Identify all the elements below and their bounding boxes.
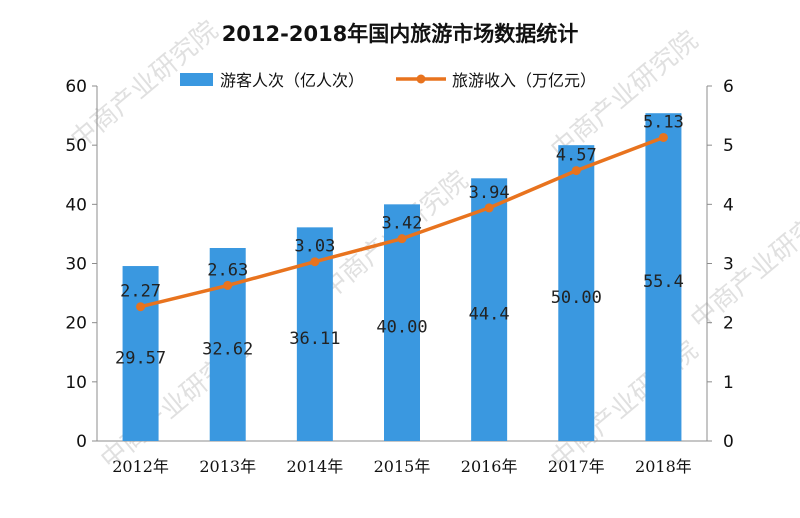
legend-bar-swatch	[180, 73, 213, 86]
right-axis-tick-label: 4	[723, 195, 734, 215]
right-axis-tick-label: 1	[723, 373, 734, 393]
left-axis-tick-label: 10	[65, 373, 87, 393]
x-axis-tick-label: 2013年	[199, 457, 256, 476]
line-series	[136, 132, 668, 312]
left-axis-tick-label: 40	[65, 195, 87, 215]
left-axis-tick-label: 50	[65, 136, 87, 156]
line-point	[397, 234, 407, 244]
bar-data-label: 29.57	[115, 349, 166, 369]
right-axis-tick-label: 5	[723, 136, 734, 156]
bar	[558, 145, 595, 441]
line-point	[571, 166, 581, 176]
line-data-label: 3.42	[382, 214, 423, 234]
left-axis-tick-label: 0	[76, 432, 87, 452]
bar	[122, 266, 159, 441]
right-axis-tick-label: 2	[723, 314, 734, 334]
bar	[384, 204, 420, 441]
x-axis-tick-label: 2017年	[548, 457, 605, 476]
line-data-label: 2.63	[207, 260, 248, 280]
line-data-label: 5.13	[643, 112, 684, 132]
line-data-label: 3.03	[294, 237, 335, 257]
line-data-label: 2.27	[120, 282, 161, 302]
x-axis-tick-label: 2016年	[461, 457, 518, 476]
line-point	[223, 280, 233, 290]
bar-series	[122, 113, 682, 442]
line-point	[310, 257, 320, 267]
bar-data-label: 44.4	[469, 305, 510, 325]
legend-bar-label: 游客人次（亿人次）	[220, 71, 364, 90]
bar-data-label: 36.11	[289, 329, 340, 349]
x-axis-tick-label: 2012年	[112, 457, 169, 476]
line-point	[484, 203, 494, 213]
bar-data-label: 40.00	[376, 318, 427, 338]
legend: 游客人次（亿人次） 旅游收入（万亿元）	[180, 71, 596, 90]
line-point	[136, 302, 146, 312]
bar	[645, 113, 682, 441]
right-axis-tick-label: 3	[723, 255, 734, 275]
x-axis-tick-label: 2018年	[635, 457, 692, 476]
right-axis-tick-label: 6	[723, 77, 734, 97]
chart-title: 2012-2018年国内旅游市场数据统计	[222, 22, 579, 46]
legend-line-label: 旅游收入（万亿元）	[452, 71, 596, 90]
left-axis-tick-label: 20	[65, 314, 87, 334]
line-point	[658, 132, 668, 142]
left-axis-tick-label: 30	[65, 255, 87, 275]
x-axis-tick-label: 2014年	[286, 457, 343, 476]
right-axis-tick-label: 0	[723, 432, 734, 452]
legend-line-marker	[416, 74, 426, 84]
bar-data-label: 32.62	[202, 339, 253, 359]
bar-data-label: 55.4	[643, 272, 684, 292]
bar-data-label: 50.00	[551, 288, 602, 308]
bar	[471, 178, 508, 442]
left-axis-tick-label: 60	[65, 77, 87, 97]
line-data-label: 3.94	[469, 183, 510, 203]
data-labels: 29.57 32.62 36.11 40.00 44.4 50.00 55.4 2.27 2.6…	[115, 112, 684, 368]
x-axis-tick-label: 2015年	[374, 457, 431, 476]
axes: 0 10 20 30 40 50 60 0 1 2 3 4 5 6 2012年 2013年 2014年 2015年…	[65, 77, 733, 476]
bar	[209, 247, 246, 441]
line-data-label: 4.57	[556, 146, 597, 166]
